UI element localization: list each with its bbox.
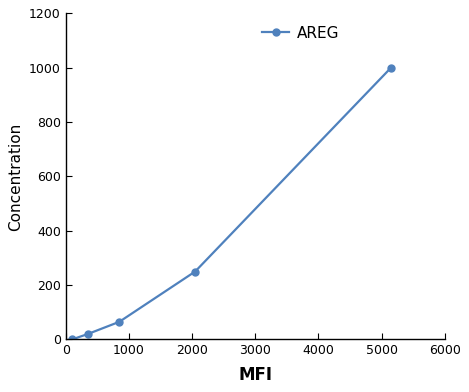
Line: AREG: AREG: [68, 64, 394, 343]
AREG: [388, 65, 394, 70]
X-axis label: MFI: MFI: [238, 366, 272, 384]
Legend: AREG: AREG: [257, 21, 344, 45]
AREG: [85, 332, 91, 336]
AREG: [192, 269, 198, 274]
AREG: [116, 319, 122, 324]
AREG: [69, 337, 75, 342]
Y-axis label: Concentration: Concentration: [8, 122, 23, 230]
